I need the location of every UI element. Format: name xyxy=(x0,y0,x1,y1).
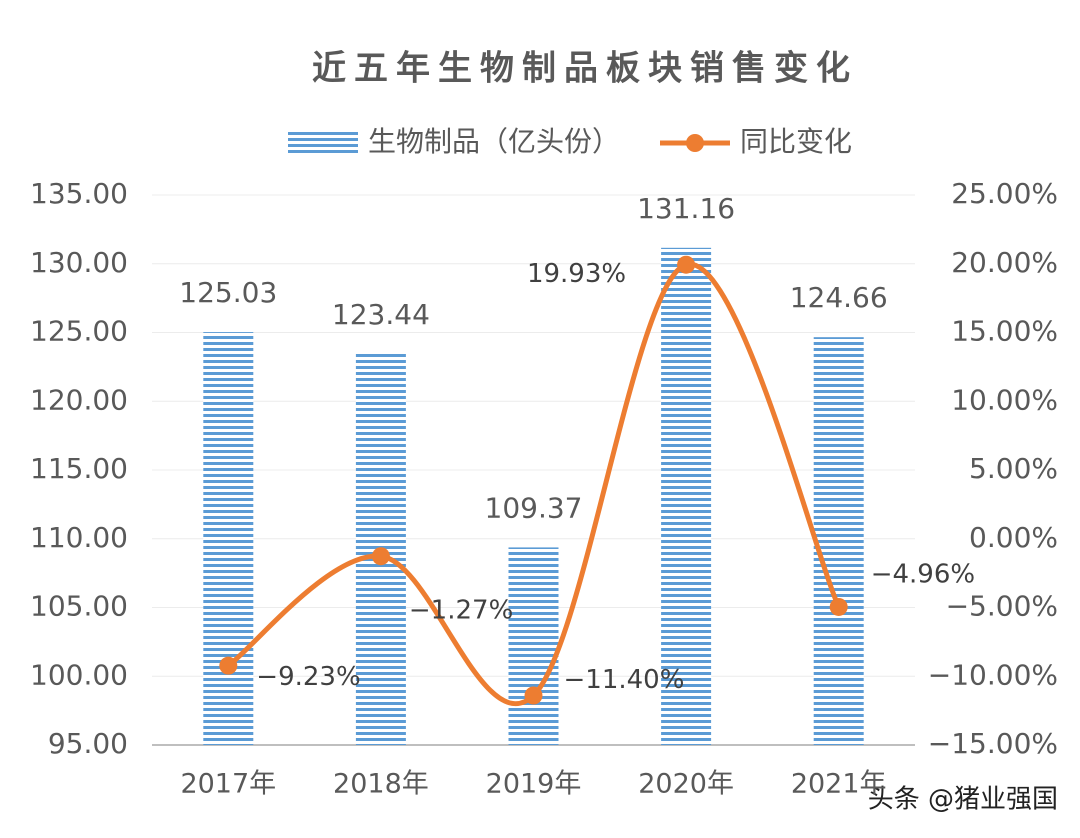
x-tick-label: 2017年 xyxy=(180,769,276,800)
x-tick-label: 2018年 xyxy=(333,769,429,800)
chart-title: 近五年生物制品板块销售变化 xyxy=(312,49,858,89)
line-marker xyxy=(677,255,696,274)
legend-label: 生物制品（亿头份） xyxy=(368,125,620,158)
bar-value-label: 125.03 xyxy=(179,276,277,309)
y-tick-label: 95.00 xyxy=(48,727,128,760)
y-tick-label: 135.00 xyxy=(30,177,128,210)
y-tick-label: 100.00 xyxy=(30,658,128,691)
bar xyxy=(813,337,864,745)
watermark: 头条 @猪业强国 xyxy=(868,785,1058,815)
y-tick-label: 105.00 xyxy=(30,590,128,623)
y2-tick-label: 0.00% xyxy=(969,521,1058,554)
bar xyxy=(661,247,712,746)
bar xyxy=(508,547,559,745)
y2-tick-label: 20.00% xyxy=(951,246,1058,279)
x-tick-label: 2020年 xyxy=(638,769,734,800)
y-tick-label: 125.00 xyxy=(30,315,128,348)
y2-tick-label: −15.00% xyxy=(928,727,1058,760)
line-value-label: −11.40% xyxy=(564,665,685,695)
line-marker xyxy=(219,656,238,675)
y-tick-label: 130.00 xyxy=(30,246,128,279)
bar-value-label: 131.16 xyxy=(637,192,735,225)
x-tick-label: 2021年 xyxy=(791,769,887,800)
y2-tick-label: −10.00% xyxy=(928,658,1058,691)
legend-label: 同比变化 xyxy=(740,125,852,158)
bar-value-label: 109.37 xyxy=(485,491,583,524)
y2-tick-label: −5.00% xyxy=(946,590,1058,623)
line-value-label: −9.23% xyxy=(256,662,360,692)
legend-swatch xyxy=(686,134,704,152)
line-marker xyxy=(829,597,848,616)
bar-value-label: 123.44 xyxy=(332,298,430,331)
y-tick-label: 115.00 xyxy=(30,452,128,485)
legend-swatch xyxy=(288,131,358,155)
bar xyxy=(203,332,254,745)
line xyxy=(226,262,841,707)
line-value-label: −4.96% xyxy=(871,559,975,589)
y2-tick-label: 10.00% xyxy=(951,383,1058,416)
bar-value-label: 124.66 xyxy=(790,281,888,314)
y-tick-label: 110.00 xyxy=(30,521,128,554)
y2-tick-label: 15.00% xyxy=(951,315,1058,348)
y2-tick-label: 5.00% xyxy=(969,452,1058,485)
line-value-label: 19.93% xyxy=(527,259,626,289)
line-marker xyxy=(524,686,543,705)
y-tick-label: 120.00 xyxy=(30,383,128,416)
x-tick-label: 2019年 xyxy=(486,769,582,800)
line-marker xyxy=(371,547,390,566)
line-value-label: −1.27% xyxy=(409,596,513,626)
y2-tick-label: 25.00% xyxy=(951,177,1058,210)
